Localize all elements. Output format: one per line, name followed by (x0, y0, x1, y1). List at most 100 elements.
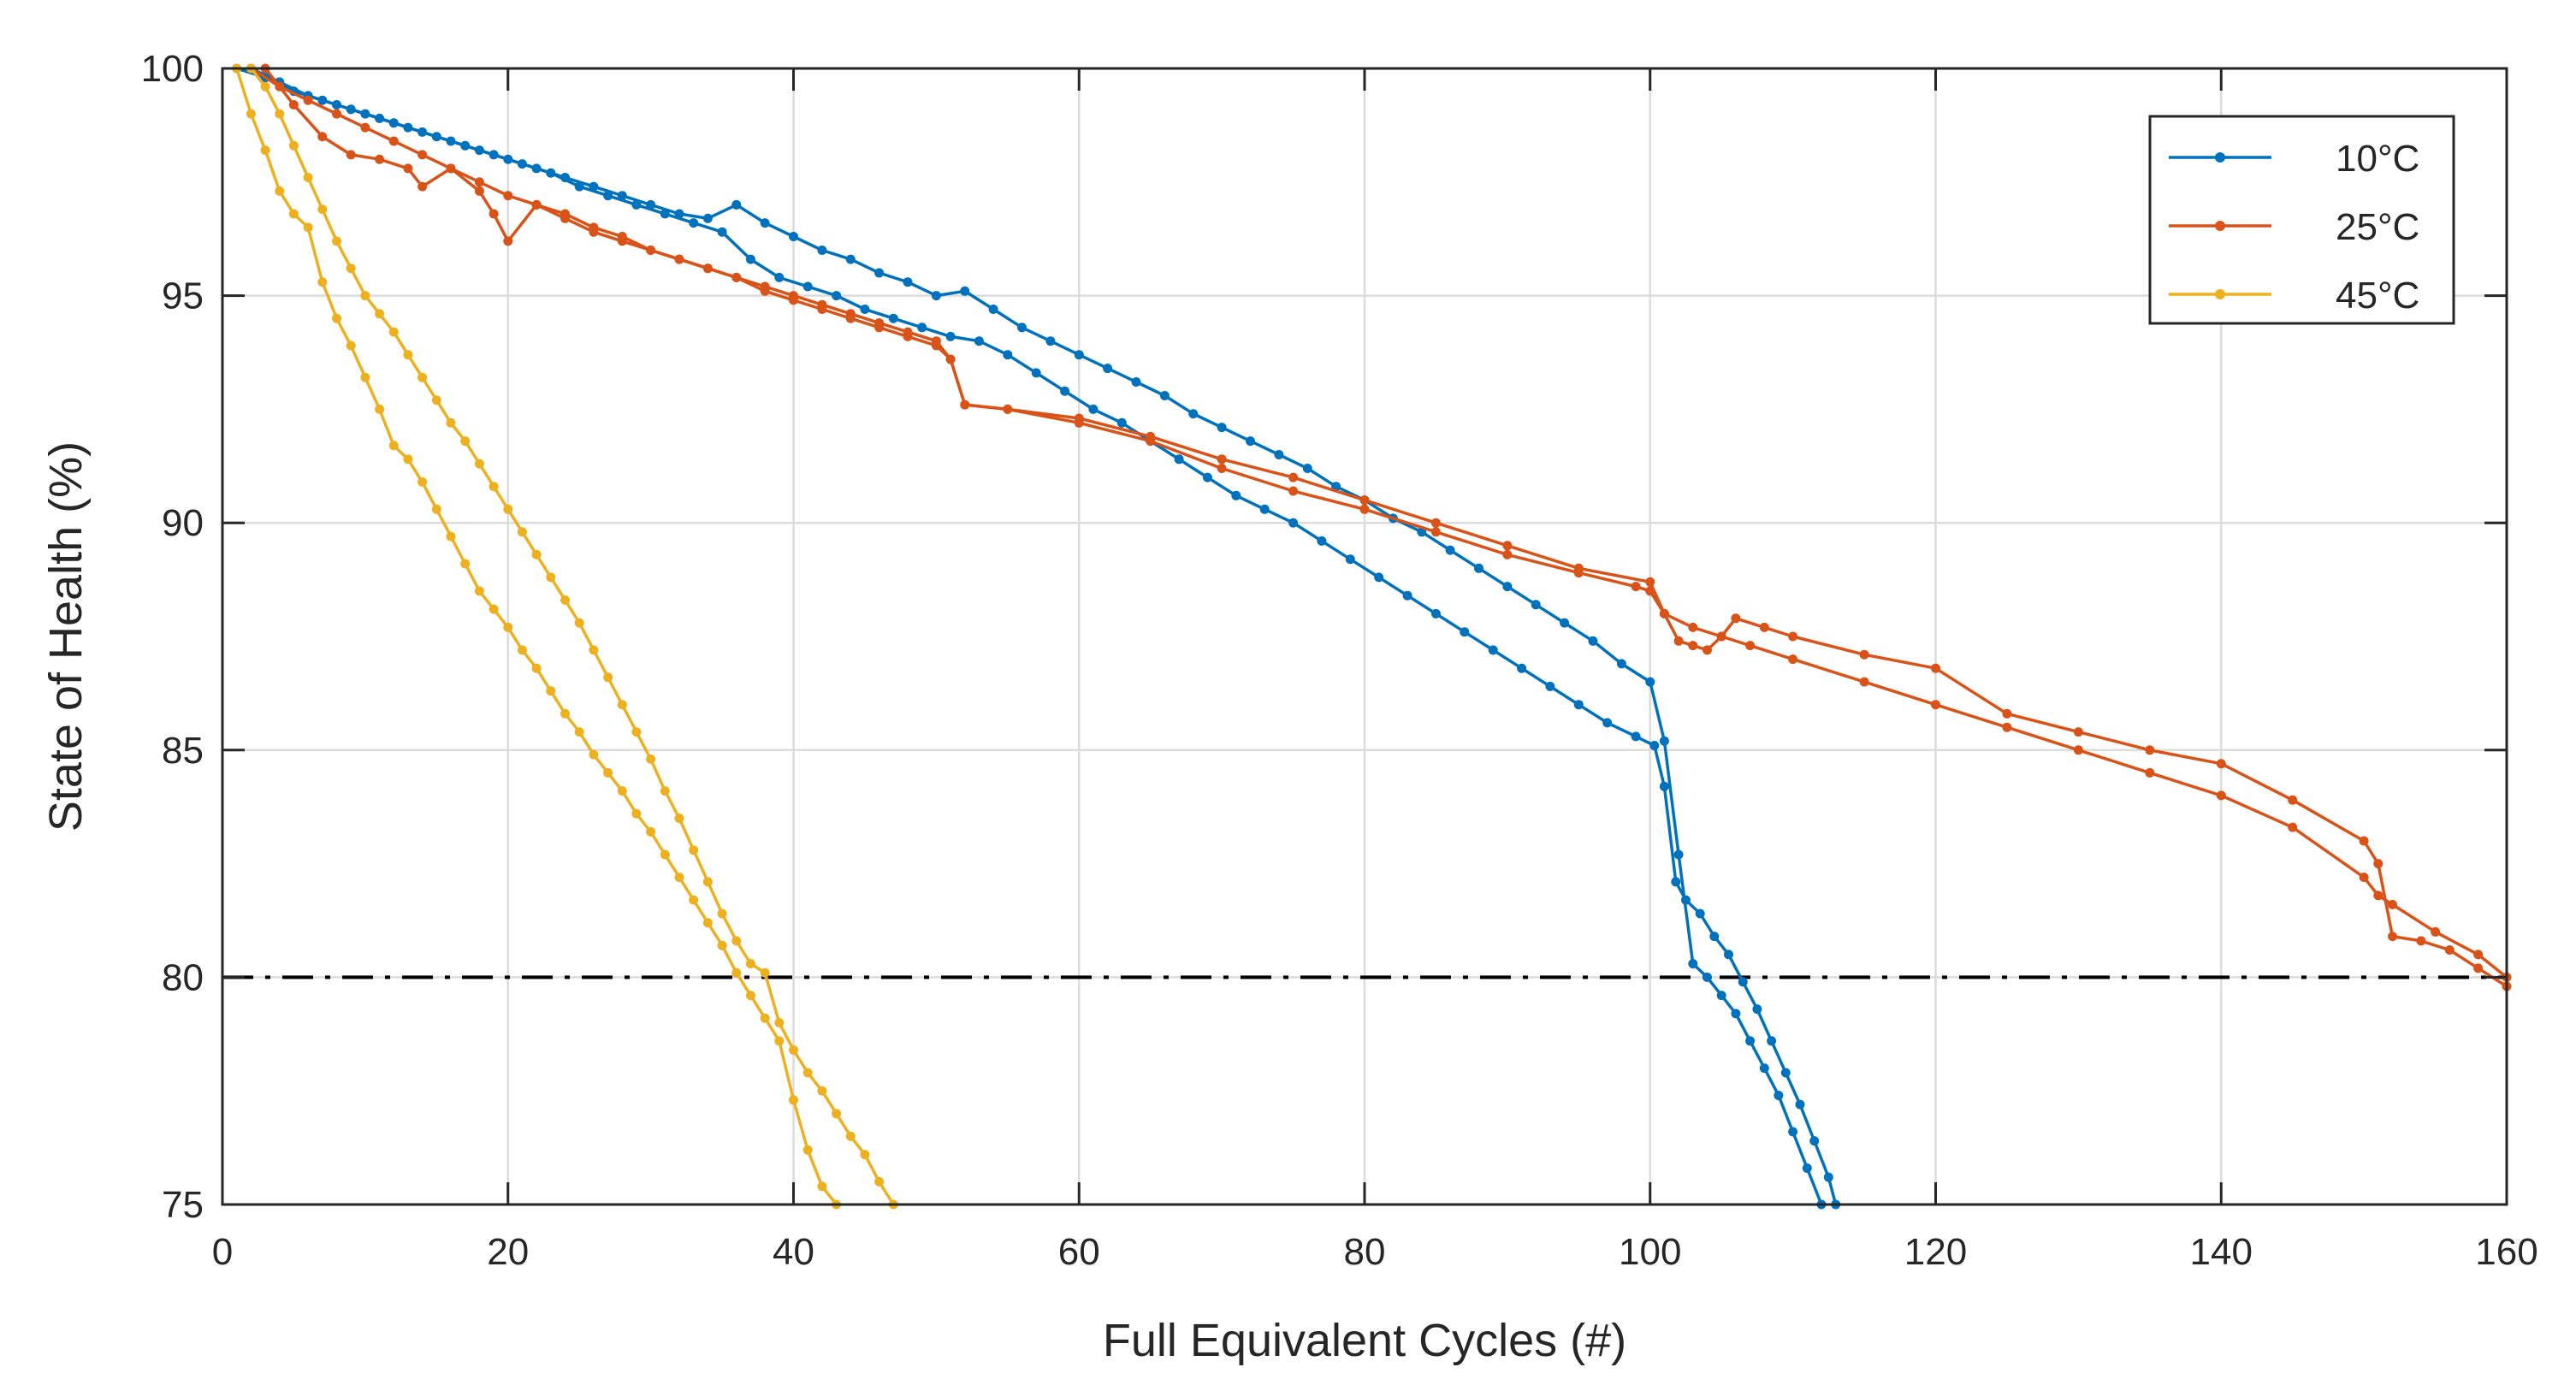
data-point (531, 663, 542, 673)
data-point (1752, 1004, 1762, 1015)
data-point (2145, 767, 2155, 778)
data-point (446, 417, 456, 428)
data-point (1859, 649, 1869, 660)
legend-box (2148, 115, 2455, 325)
data-point (1859, 677, 1869, 687)
data-point (631, 808, 642, 819)
data-point (745, 959, 755, 968)
y-tick-label: 95 (162, 275, 204, 317)
data-point (1688, 641, 1698, 651)
data-point (731, 968, 742, 978)
data-point (1217, 454, 1227, 465)
data-point (388, 136, 399, 146)
data-point (1031, 368, 1041, 378)
data-point (660, 849, 670, 860)
data-point (1003, 350, 1013, 360)
y-tick-label: 90 (162, 502, 204, 544)
data-point (860, 1150, 870, 1160)
data-point (1445, 545, 1455, 555)
data-point (1616, 659, 1626, 669)
data-point (417, 150, 428, 160)
data-point (1645, 577, 1655, 587)
data-point (431, 395, 441, 405)
data-point (731, 936, 742, 946)
x-tick-label: 20 (487, 1231, 529, 1273)
data-point (1288, 518, 1299, 528)
data-point (1931, 663, 1940, 673)
data-point (2216, 790, 2226, 801)
data-point (2145, 745, 2155, 755)
data-point (1745, 1036, 1756, 1046)
data-point (903, 277, 913, 287)
data-point (303, 95, 313, 105)
data-point (745, 991, 755, 1001)
data-point (2416, 936, 2426, 946)
data-point (1631, 582, 1641, 592)
x-tick-label: 80 (1344, 1231, 1386, 1273)
data-point (375, 404, 385, 414)
data-point (1217, 464, 1227, 473)
data-point (802, 281, 813, 292)
data-point (832, 1109, 842, 1119)
data-point (474, 145, 484, 156)
data-point (346, 340, 356, 351)
data-point (403, 454, 413, 465)
data-point (631, 727, 642, 737)
data-point (388, 118, 399, 128)
data-point (717, 940, 727, 950)
data-point (1259, 504, 1270, 514)
data-point (546, 686, 556, 696)
data-point (560, 708, 570, 719)
data-point (1159, 391, 1170, 400)
data-point (802, 1145, 813, 1155)
y-tick-label: 85 (162, 730, 204, 772)
data-point (1695, 909, 1705, 919)
data-point (1774, 1091, 1784, 1100)
data-point (1288, 472, 1299, 482)
data-point (303, 222, 313, 233)
series-line (250, 67, 1823, 1205)
data-point (1659, 781, 1669, 791)
data-point (1745, 641, 1756, 651)
data-point (1788, 654, 1798, 665)
data-point (845, 309, 856, 319)
data-point (789, 291, 798, 301)
data-point (1188, 409, 1199, 419)
data-point (246, 109, 256, 119)
data-point (303, 173, 313, 182)
data-point (1823, 1172, 1833, 1182)
data-point (974, 336, 984, 346)
legend-marker (2215, 152, 2225, 163)
data-point (817, 246, 827, 255)
data-point (888, 313, 898, 323)
data-point (531, 199, 542, 210)
data-point (1517, 663, 1527, 673)
series-line (264, 67, 2508, 988)
data-point (332, 236, 341, 246)
series-25C-3 (260, 63, 2512, 991)
data-point (531, 549, 542, 559)
data-point (317, 277, 328, 287)
data-point (1809, 1136, 1820, 1146)
data-point (603, 767, 613, 778)
data-point (1545, 681, 1555, 691)
data-point (2373, 859, 2384, 869)
data-point (260, 81, 270, 92)
data-point (332, 313, 341, 323)
data-point (2473, 963, 2484, 974)
data-point (1430, 608, 1441, 619)
data-point (460, 436, 471, 447)
legend-label: 45°C (2336, 275, 2419, 317)
data-point (1174, 454, 1184, 465)
data-point (489, 209, 499, 219)
data-point (1767, 1036, 1777, 1046)
data-point (960, 286, 970, 296)
data-point (1731, 613, 1741, 624)
data-point (1560, 618, 1570, 628)
data-point (332, 109, 341, 119)
data-point (2388, 932, 2397, 942)
data-point (1688, 622, 1698, 632)
data-point (1631, 731, 1641, 742)
data-point (1716, 631, 1726, 642)
data-point (731, 272, 742, 282)
